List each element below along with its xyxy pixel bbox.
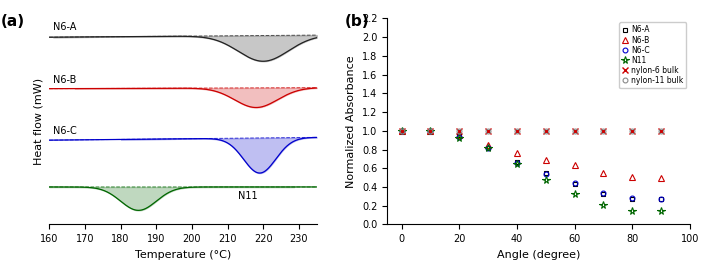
Text: N6-C: N6-C (53, 126, 77, 136)
Y-axis label: Heat flow (mW): Heat flow (mW) (34, 78, 44, 165)
X-axis label: Temperature (°C): Temperature (°C) (135, 250, 231, 260)
Y-axis label: Normalized Absorbance: Normalized Absorbance (346, 55, 356, 188)
Text: N11: N11 (239, 191, 258, 201)
Text: (a): (a) (1, 14, 25, 29)
Text: N6-A: N6-A (53, 22, 76, 32)
X-axis label: Angle (degree): Angle (degree) (497, 250, 580, 260)
Text: N6-B: N6-B (53, 75, 76, 85)
Legend: N6-A, N6-B, N6-C, N11, nylon-6 bulk, nylon-11 bulk: N6-A, N6-B, N6-C, N11, nylon-6 bulk, nyl… (620, 22, 686, 88)
Text: (b): (b) (345, 14, 370, 29)
